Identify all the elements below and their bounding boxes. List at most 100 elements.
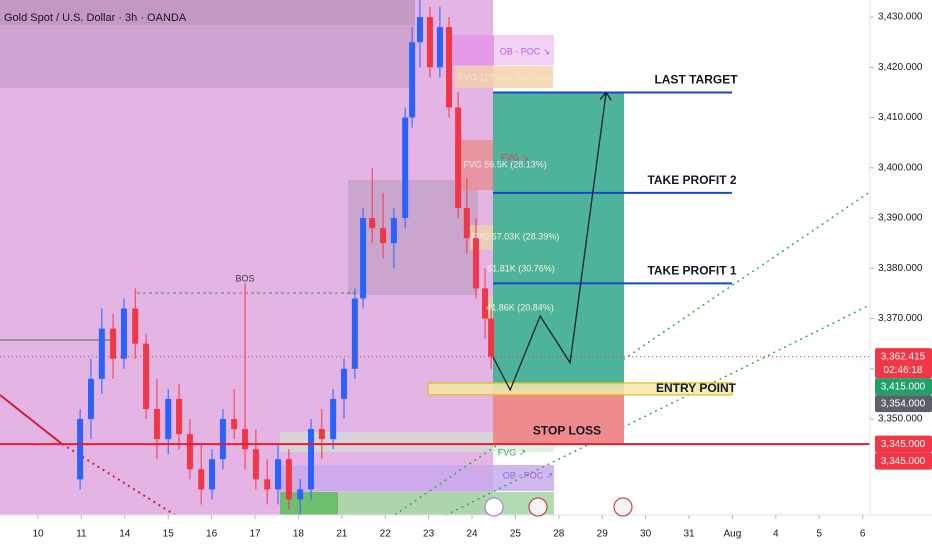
candle-body xyxy=(488,318,495,357)
annotation: OB - POC ↗ xyxy=(503,470,554,480)
candle-body xyxy=(231,419,238,430)
x-tick-label: 28 xyxy=(553,529,565,540)
x-tick-label: 23 xyxy=(423,529,435,540)
y-tick-label: 3,370.000 xyxy=(878,313,923,324)
annotation: HH xyxy=(233,252,246,262)
x-tick-label: 17 xyxy=(249,529,261,540)
countdown: 02:46:18 xyxy=(884,365,923,376)
fvg-box xyxy=(455,66,553,88)
x-tick-label: 4 xyxy=(773,529,779,540)
x-tick-label: 14 xyxy=(119,529,131,540)
candle-body xyxy=(87,378,94,420)
event-icon[interactable] xyxy=(528,497,548,517)
x-tick-label: 5 xyxy=(816,529,822,540)
candle-body xyxy=(455,107,462,209)
candle-body xyxy=(369,218,376,229)
candle-body xyxy=(416,17,423,43)
price-tag-label: 3,362.415 xyxy=(881,351,926,362)
candle-body xyxy=(110,328,117,359)
annotation: OB - POC ↘ xyxy=(500,46,551,56)
candle-body xyxy=(409,42,416,118)
x-tick-label: Aug xyxy=(724,529,742,540)
y-tick-label: 3,380.000 xyxy=(878,263,923,274)
y-tick-label: 3,410.000 xyxy=(878,112,923,123)
y-tick-label: 3,400.000 xyxy=(878,162,923,173)
x-tick-label: 31 xyxy=(683,529,695,540)
level-label: STOP LOSS xyxy=(533,423,601,437)
candle-body xyxy=(340,368,347,399)
candle-body xyxy=(275,459,282,490)
candle-body xyxy=(360,218,367,299)
annotation: FVG 127.96K (63.26%) xyxy=(458,72,552,82)
candle-body xyxy=(120,308,127,359)
x-tick-label: 29 xyxy=(597,529,609,540)
candle-body xyxy=(176,398,183,435)
annotation: HH xyxy=(131,266,144,276)
candle-body xyxy=(252,449,259,480)
loss-zone xyxy=(493,388,624,445)
annotation: 61.81K (30.76%) xyxy=(487,263,555,273)
x-tick-label: 15 xyxy=(163,529,175,540)
profit-zone xyxy=(493,92,624,389)
candle-body xyxy=(98,328,105,379)
price-tag-label: 3,415.000 xyxy=(881,381,926,392)
annotation: Gold Spot / U.S. Dollar · 3h · OANDA xyxy=(4,12,187,24)
price-tag-label: 3,345.000 xyxy=(881,439,926,450)
entry-box xyxy=(427,382,733,396)
candle-body xyxy=(132,308,139,344)
candle-body xyxy=(318,429,325,440)
candle-body xyxy=(242,429,249,450)
candle-body xyxy=(426,17,433,68)
zone-box xyxy=(0,0,415,25)
ob-box xyxy=(280,465,554,491)
price-tag xyxy=(875,348,932,379)
price-tag xyxy=(875,378,932,396)
candle-body xyxy=(446,27,453,108)
trendline xyxy=(444,304,870,515)
event-icon[interactable] xyxy=(613,497,633,517)
y-tick-label: 3,390.000 xyxy=(878,213,923,224)
ob-box xyxy=(494,35,554,65)
candle-body xyxy=(153,408,160,440)
annotation: FVG ↗ xyxy=(498,447,527,457)
level-label: TAKE PROFIT 2 xyxy=(647,173,736,187)
candle-body xyxy=(186,434,193,470)
y-tick-label: 3,430.000 xyxy=(878,12,923,23)
annotation: FVG 57.03K (28.39%) xyxy=(471,231,560,241)
candle-body xyxy=(285,459,292,500)
candle-body xyxy=(472,238,479,289)
candle-body xyxy=(77,419,84,480)
x-tick-label: 6 xyxy=(860,529,866,540)
candle-body xyxy=(297,489,304,500)
candle-body xyxy=(264,479,271,490)
candle-body xyxy=(209,459,216,490)
trendline xyxy=(61,443,176,515)
candle-body xyxy=(390,218,397,244)
candle-body xyxy=(351,298,358,369)
candle-body xyxy=(380,228,387,244)
arrow-head xyxy=(599,91,612,101)
x-tick-label: 22 xyxy=(380,529,392,540)
annotation: BOS xyxy=(235,273,254,283)
event-icon[interactable] xyxy=(484,497,504,517)
price-tag xyxy=(875,452,932,470)
candle-body xyxy=(463,208,470,239)
x-tick-label: 21 xyxy=(336,529,348,540)
x-tick-label: 18 xyxy=(293,529,305,540)
annotation: 41.86K (20.84%) xyxy=(486,302,554,312)
trendline xyxy=(393,190,870,515)
projection-path xyxy=(492,92,607,392)
trendline xyxy=(0,394,63,445)
candle-body xyxy=(402,117,409,219)
price-tag xyxy=(875,395,932,413)
level-label: LAST TARGET xyxy=(654,73,738,87)
candle-body xyxy=(198,469,205,490)
price-tag-label: 3,345.000 xyxy=(881,456,926,467)
ob-box xyxy=(280,492,338,515)
x-tick-label: 10 xyxy=(32,529,44,540)
y-tick-label: 3,350.000 xyxy=(878,414,923,425)
candle-body xyxy=(482,288,489,319)
x-tick-label: 24 xyxy=(466,529,478,540)
candle-body xyxy=(165,398,172,440)
